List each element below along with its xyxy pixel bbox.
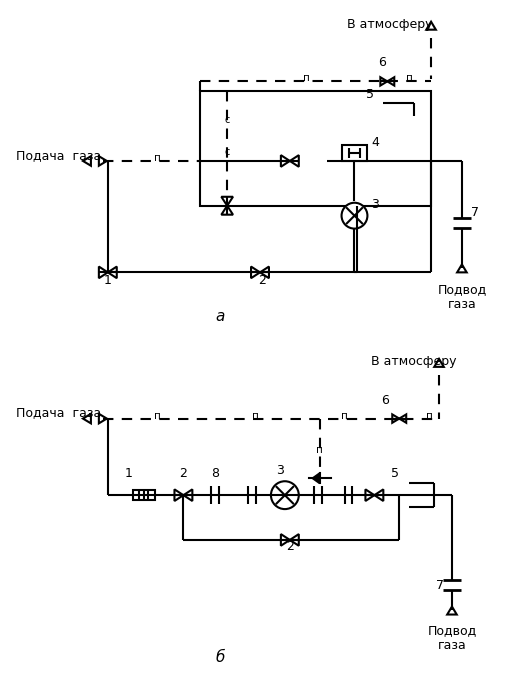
Text: 3: 3	[372, 198, 379, 211]
Polygon shape	[99, 414, 107, 424]
Text: п: п	[426, 411, 432, 421]
Text: 2: 2	[180, 467, 187, 480]
Polygon shape	[434, 359, 444, 367]
Polygon shape	[83, 414, 91, 424]
Polygon shape	[365, 490, 374, 501]
Polygon shape	[313, 473, 320, 484]
Text: В атмосферу: В атмосферу	[372, 355, 457, 368]
Text: п: п	[316, 445, 323, 456]
Text: 1: 1	[104, 274, 112, 287]
Polygon shape	[281, 155, 290, 167]
Circle shape	[342, 203, 367, 228]
Text: 1: 1	[125, 467, 133, 480]
Text: с: с	[225, 147, 230, 157]
Bar	[200, 91, 431, 206]
Text: 6: 6	[378, 57, 386, 70]
Polygon shape	[447, 606, 457, 614]
Text: 4: 4	[372, 136, 379, 149]
Polygon shape	[183, 490, 193, 501]
Text: п: п	[154, 411, 161, 421]
Polygon shape	[99, 156, 107, 166]
Bar	[342, 145, 367, 162]
Text: а: а	[215, 309, 225, 324]
Polygon shape	[374, 490, 384, 501]
Polygon shape	[99, 267, 108, 278]
Polygon shape	[222, 197, 233, 206]
Polygon shape	[380, 77, 387, 85]
Text: п: п	[303, 74, 310, 83]
Text: 6: 6	[381, 394, 389, 406]
Text: п: п	[252, 411, 258, 421]
Bar	[133, 490, 155, 500]
Text: Подвод
газа: Подвод газа	[427, 625, 476, 653]
Text: 5: 5	[391, 467, 399, 480]
Text: Подвод
газа: Подвод газа	[438, 283, 486, 311]
Polygon shape	[108, 267, 117, 278]
Text: 2: 2	[258, 274, 266, 287]
Text: п: п	[406, 74, 413, 83]
Polygon shape	[399, 415, 406, 423]
Polygon shape	[281, 534, 290, 546]
Polygon shape	[290, 534, 299, 546]
Polygon shape	[392, 415, 399, 423]
Polygon shape	[251, 267, 260, 278]
Text: 2: 2	[286, 540, 294, 553]
Text: Подача  газа: Подача газа	[16, 149, 102, 162]
Polygon shape	[260, 267, 269, 278]
Polygon shape	[174, 490, 183, 501]
Text: с: с	[225, 115, 230, 125]
Text: п: п	[154, 153, 161, 163]
Text: 5: 5	[366, 88, 374, 102]
Polygon shape	[222, 206, 233, 215]
Text: 3: 3	[276, 464, 284, 477]
Text: 7: 7	[471, 206, 479, 219]
Polygon shape	[83, 156, 91, 166]
Text: 8: 8	[211, 467, 219, 480]
Polygon shape	[290, 155, 299, 167]
Text: В атмосферу: В атмосферу	[347, 18, 432, 31]
Text: п: п	[341, 411, 348, 421]
Circle shape	[271, 481, 299, 509]
Polygon shape	[457, 265, 467, 272]
Polygon shape	[387, 77, 394, 85]
Text: б: б	[215, 650, 225, 665]
Polygon shape	[426, 22, 436, 30]
Text: 7: 7	[436, 578, 444, 592]
Text: Подача  газа: Подача газа	[16, 406, 102, 419]
